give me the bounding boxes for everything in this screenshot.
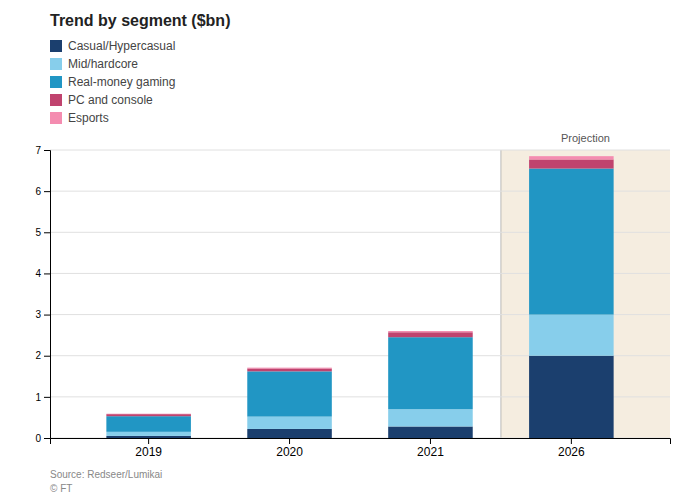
y-tick-label: 1 xyxy=(35,392,41,403)
x-tick: 2026 xyxy=(558,438,585,459)
y-tick: 3 xyxy=(35,309,50,320)
legend-swatch xyxy=(50,94,62,106)
bar xyxy=(388,337,473,409)
bar xyxy=(106,432,191,436)
y-tick: 6 xyxy=(35,186,50,197)
legend-label: Esports xyxy=(68,111,109,125)
x-tick-mark xyxy=(289,438,290,444)
y-tick-label: 4 xyxy=(35,268,41,279)
bar xyxy=(247,429,332,438)
bar xyxy=(388,332,473,337)
y-tick: 5 xyxy=(35,227,50,238)
x-tick: 2020 xyxy=(276,438,303,459)
note: Source: Redseer/Lumikai xyxy=(50,469,162,480)
legend-label: Real-money gaming xyxy=(68,75,175,89)
x-tick-mark xyxy=(430,438,431,444)
y-tick: 4 xyxy=(35,268,50,279)
bar xyxy=(247,367,332,369)
y-tick-mark xyxy=(44,150,50,151)
bar xyxy=(106,436,191,438)
bar xyxy=(106,414,191,416)
y-tick: 0 xyxy=(35,433,50,444)
y-axis: 0 1 2 3 4 5 6 7 xyxy=(35,145,50,444)
y-tick: 2 xyxy=(35,350,50,361)
y-tick-label: 5 xyxy=(35,227,41,238)
title: Trend by segment ($bn) xyxy=(50,12,230,29)
grid-line xyxy=(50,150,670,151)
legend-swatch xyxy=(50,112,62,124)
grid xyxy=(50,150,670,438)
x-tick: 2019 xyxy=(135,438,162,459)
legend-item: Mid/hardcore xyxy=(50,57,138,71)
bar xyxy=(529,156,614,159)
legend-label: PC and console xyxy=(68,93,153,107)
bar xyxy=(106,413,191,414)
bar-series xyxy=(106,356,613,438)
legend: Casual/Hypercasual Mid/hardcore Real-money… xyxy=(50,39,175,125)
y-tick-mark xyxy=(44,356,50,357)
y-tick-label: 3 xyxy=(35,309,41,320)
legend-item: Esports xyxy=(50,111,109,125)
x-tick-label: 2021 xyxy=(417,445,444,459)
projection-label: Projection xyxy=(561,132,610,144)
bar xyxy=(388,426,473,438)
y-tick-label: 6 xyxy=(35,186,41,197)
y-tick-mark xyxy=(44,397,50,398)
plot: 0 1 2 3 4 5 6 7 2019 2020 2021 2026 xyxy=(35,145,670,459)
y-tick-label: 2 xyxy=(35,350,41,361)
y-tick-mark xyxy=(44,438,50,439)
y-tick-label: 0 xyxy=(35,433,41,444)
y-tick: 1 xyxy=(35,392,50,403)
bar xyxy=(247,368,332,371)
y-tick-mark xyxy=(44,273,50,274)
legend-item: Casual/Hypercasual xyxy=(50,39,175,53)
x-tick-label: 2026 xyxy=(558,445,585,459)
bar xyxy=(247,371,332,416)
bar xyxy=(388,409,473,426)
chart: 0 1 2 3 4 5 6 7 2019 2020 2021 2026 Projection Trend … xyxy=(0,0,700,500)
bar xyxy=(529,169,614,315)
legend-swatch xyxy=(50,76,62,88)
legend-swatch xyxy=(50,58,62,70)
y-tick-label: 7 xyxy=(35,145,41,156)
x-tick-mark xyxy=(148,438,149,444)
projection-band xyxy=(501,150,670,438)
y-tick-mark xyxy=(44,191,50,192)
legend-label: Casual/Hypercasual xyxy=(68,39,175,53)
bar xyxy=(529,356,614,438)
legend-item: PC and console xyxy=(50,93,153,107)
y-axis-line xyxy=(44,151,51,439)
projection-separator xyxy=(500,150,501,438)
bar xyxy=(529,159,614,168)
x-tick-label: 2020 xyxy=(276,445,303,459)
x-tick-mark xyxy=(571,438,572,444)
bar xyxy=(388,331,473,332)
bar xyxy=(529,315,614,356)
x-axis: 2019 2020 2021 2026 xyxy=(51,438,671,459)
legend-swatch xyxy=(50,40,62,52)
x-tick: 2021 xyxy=(417,438,444,459)
bar-series xyxy=(106,159,613,416)
y-tick: 7 xyxy=(35,145,50,156)
bars xyxy=(106,156,613,438)
y-tick-mark xyxy=(44,315,50,316)
x-axis-line xyxy=(51,439,671,445)
legend-item: Real-money gaming xyxy=(50,75,175,89)
bar xyxy=(106,416,191,432)
x-tick-label: 2019 xyxy=(135,445,162,459)
y-tick-mark xyxy=(44,232,50,233)
bar-series xyxy=(106,156,613,414)
bar xyxy=(247,417,332,429)
note: © FT xyxy=(50,483,72,494)
bar-series xyxy=(106,169,613,432)
bar-series xyxy=(106,315,613,436)
legend-label: Mid/hardcore xyxy=(68,57,138,71)
